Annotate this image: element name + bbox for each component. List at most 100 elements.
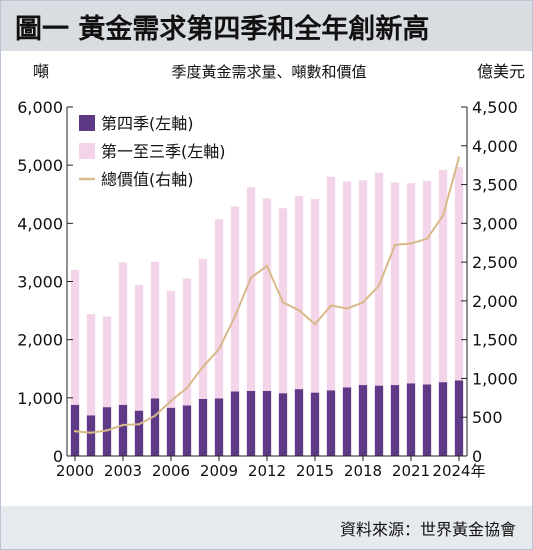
value-point-2006 [169, 399, 173, 403]
bar-q4-2003 [118, 404, 128, 456]
right-tick-label: 500 [472, 408, 503, 427]
x-tick-label: 2012 [248, 462, 286, 480]
x-tick-label: 2009 [200, 462, 238, 480]
left-tick-label: 6,000 [17, 98, 63, 117]
bar-q4-2012 [262, 390, 272, 456]
bar-q1-q3-2023 [438, 169, 448, 383]
left-axis-unit: 噸 [33, 62, 49, 81]
legend: 第四季(左軸) 第一至三季(左軸) 總價值(右軸) [79, 114, 226, 189]
bar-q4-2016 [326, 390, 336, 456]
bar-q4-2021 [406, 383, 416, 456]
x-tick-label: 2018 [344, 462, 382, 480]
bar-q1-q3-2020 [390, 182, 400, 386]
value-point-2005 [153, 414, 157, 417]
value-point-2012 [265, 264, 269, 268]
value-point-2000 [73, 429, 77, 433]
chart-canvas: 0 1,000 2,000 3,000 4,000 5,000 6,000 0 500 1,000… [17, 62, 525, 480]
bar-q1-q3-2008 [198, 258, 208, 399]
left-tick-label: 4,000 [17, 214, 63, 233]
bar-q1-q3-2001 [86, 314, 96, 416]
left-tick-label: 0 [53, 447, 63, 466]
bar-q4-2001 [86, 415, 96, 456]
bar-q1-q3-2006 [166, 290, 176, 408]
bar-q4-2008 [198, 398, 208, 456]
right-axis-unit: 億美元 [477, 62, 525, 81]
bar-q1-q3-2005 [150, 261, 160, 399]
right-tick-label: 4,500 [472, 98, 518, 117]
bar-q4-2013 [278, 393, 288, 456]
bar-q1-q3-2007 [182, 278, 192, 406]
x-tick-label: 2015 [296, 462, 334, 480]
bars-layer [70, 166, 464, 456]
value-point-2009 [217, 347, 221, 351]
chart-subtitle: 季度黃金需求量、噸數和價值 [171, 63, 366, 81]
chart-figure-title: 圖一 黃金需求第四季和全年創新高 [15, 14, 430, 45]
legend-label-q1-q3: 第一至三季(左軸) [101, 142, 226, 161]
right-tick-label: 0 [472, 447, 482, 466]
value-point-2003 [121, 423, 125, 427]
x-tick-label: 2021 [392, 462, 430, 480]
right-tick-label: 3,500 [472, 176, 518, 195]
bar-q4-2011 [246, 390, 256, 456]
right-tick-label: 2,500 [472, 253, 518, 272]
bar-q4-2017 [342, 387, 352, 456]
bar-q1-q3-2003 [118, 262, 128, 405]
bar-q1-q3-2021 [406, 183, 416, 384]
value-point-2021 [409, 242, 413, 245]
value-point-2020 [393, 243, 397, 247]
bar-q1-q3-2016 [326, 176, 336, 391]
right-tick-label: 3,000 [472, 214, 518, 233]
source-note: 資料來源：世界黃金協會 [339, 520, 516, 539]
value-point-2013 [281, 301, 285, 304]
x-tick-label: 2006 [152, 462, 190, 480]
x-tick-label: 2024年 [432, 462, 485, 480]
value-point-2019 [377, 284, 381, 287]
value-point-2014 [297, 308, 301, 312]
line-layer [73, 156, 461, 434]
legend-label-q4: 第四季(左軸) [101, 114, 194, 133]
bar-q1-q3-2019 [374, 172, 384, 386]
value-point-2017 [345, 307, 349, 310]
value-point-2024 [457, 156, 461, 159]
left-tick-label: 1,000 [17, 389, 63, 408]
bar-q4-2015 [310, 392, 320, 456]
bar-q1-q3-2015 [310, 198, 320, 393]
bar-q1-q3-2014 [294, 195, 304, 390]
value-point-2004 [137, 423, 141, 426]
x-tick-label: 2003 [104, 462, 142, 480]
bar-q1-q3-2004 [134, 284, 144, 411]
value-point-2018 [361, 301, 365, 304]
bar-q1-q3-2018 [358, 180, 368, 386]
bar-q1-q3-2009 [214, 219, 224, 399]
title-bar: 圖一 黃金需求第四季和全年創新高 [1, 1, 532, 51]
bar-q4-2022 [422, 384, 432, 456]
bar-q1-q3-2002 [102, 316, 112, 408]
value-point-2016 [329, 304, 333, 307]
value-point-2001 [89, 431, 93, 434]
bar-q4-2024 [454, 380, 464, 456]
x-tick-label: 2000 [56, 462, 94, 480]
value-point-2008 [201, 365, 205, 369]
bar-q4-2009 [214, 398, 224, 456]
value-point-2022 [425, 237, 429, 241]
bar-q1-q3-2022 [422, 180, 432, 385]
bar-q4-2010 [230, 391, 240, 456]
bar-q4-2005 [150, 398, 160, 456]
left-tick-label: 3,000 [17, 273, 63, 292]
value-point-2007 [185, 386, 189, 389]
bar-q4-2006 [166, 407, 176, 456]
legend-swatch-q1-q3 [79, 143, 95, 159]
bar-q1-q3-2011 [246, 187, 256, 391]
right-tick-label: 1,500 [472, 331, 518, 350]
bar-q1-q3-2000 [70, 269, 80, 405]
axes-layer [66, 106, 468, 461]
left-tick-label: 2,000 [17, 331, 63, 350]
bar-q1-q3-2017 [342, 181, 352, 388]
right-tick-label: 1,000 [472, 369, 518, 388]
value-point-2010 [233, 315, 237, 318]
footer-bar: 資料來源：世界黃金協會 [1, 506, 532, 549]
right-tick-label: 2,000 [472, 292, 518, 311]
value-point-2011 [249, 276, 253, 279]
bar-q4-2004 [134, 410, 144, 456]
